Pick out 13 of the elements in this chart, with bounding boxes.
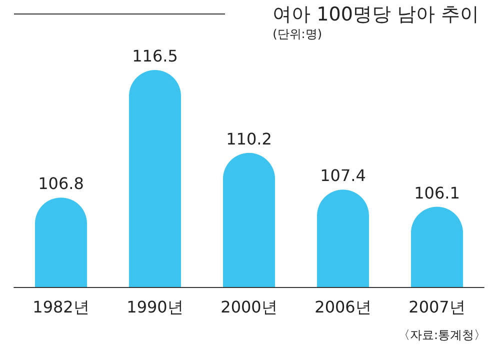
x-tick-label: 2000년: [220, 298, 278, 316]
data-label: 107.4: [320, 166, 366, 186]
x-tick-label: 1990년: [126, 298, 184, 316]
data-label: 106.1: [414, 183, 460, 202]
chart-subtitle: (단위:명): [272, 27, 322, 41]
x-tick-label: 2006년: [314, 298, 372, 316]
chart-title: 여아 100명당 남아 추이: [272, 4, 480, 26]
data-label: 110.2: [226, 129, 272, 148]
x-tick-label: 1982년: [32, 298, 90, 316]
text: 〈자료:통계청〉: [398, 328, 486, 342]
data-label: 116.5: [132, 46, 178, 66]
x-tick-label: 2007년: [408, 298, 466, 316]
data-label: 106.8: [38, 174, 84, 194]
